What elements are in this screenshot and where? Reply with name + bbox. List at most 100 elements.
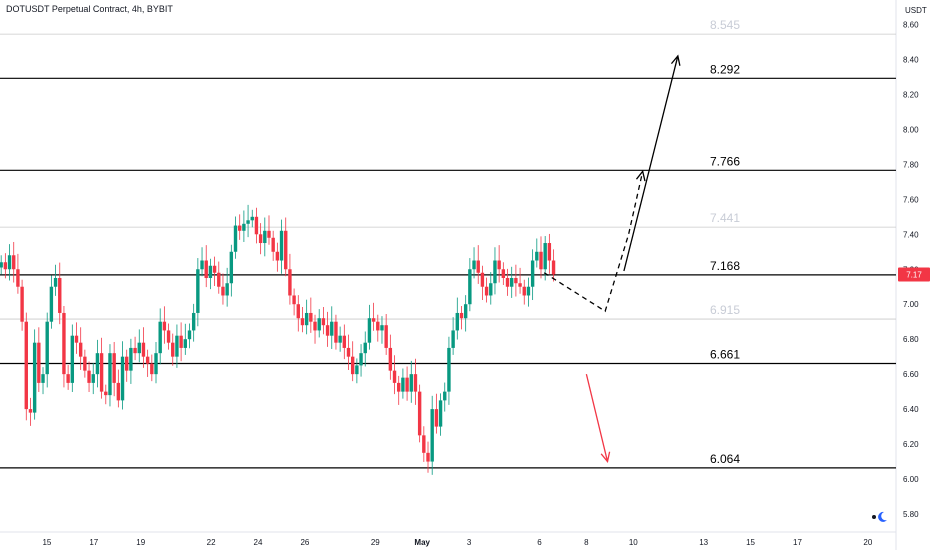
candle-body <box>187 330 192 340</box>
x-tick-label: 17 <box>89 538 98 547</box>
candle-body <box>62 312 66 375</box>
candle-body <box>242 223 246 231</box>
projection-path <box>543 171 644 313</box>
candle-body <box>258 234 263 244</box>
candle-body <box>510 277 514 287</box>
candle-body <box>451 330 455 348</box>
candle-body <box>70 335 75 383</box>
candle-body <box>463 304 468 319</box>
candle-body <box>279 230 284 261</box>
candle-body <box>87 370 91 383</box>
candle-body <box>200 260 204 270</box>
candle-body <box>447 347 451 392</box>
candle-body <box>212 265 217 273</box>
candle-body <box>20 286 24 322</box>
candle-body <box>422 435 426 453</box>
candle-body <box>49 286 54 322</box>
candle-body <box>313 321 317 331</box>
y-tick-label: 7.40 <box>903 230 919 239</box>
candle-body <box>489 283 493 296</box>
candle-body <box>392 370 397 383</box>
last-price-badge <box>898 267 930 282</box>
y-tick-label: 8.00 <box>903 125 919 134</box>
candle-body <box>518 283 522 287</box>
last-price-label: 7.17 <box>906 270 922 279</box>
x-tick-label: 3 <box>467 538 472 547</box>
x-tick-label: 15 <box>746 538 755 547</box>
candle-body <box>350 356 355 375</box>
candle-body <box>535 251 539 261</box>
candle-body <box>434 409 439 427</box>
theme-toggle-icon[interactable] <box>872 511 887 522</box>
projection-arrow <box>623 55 679 272</box>
y-tick-label: 6.60 <box>903 370 919 379</box>
candle-body <box>514 277 518 284</box>
candle-body <box>309 312 313 322</box>
candle-body <box>183 339 187 348</box>
candle-body <box>175 335 179 357</box>
level-label: 6.661 <box>710 347 740 361</box>
candle-body <box>229 251 234 284</box>
candle-body <box>166 330 171 343</box>
candle-body <box>37 342 41 383</box>
candle-body <box>66 374 70 383</box>
candle-body <box>141 342 146 357</box>
candle-body <box>267 230 271 238</box>
candle-body <box>359 353 363 366</box>
candle-body <box>58 277 62 313</box>
candle-body <box>346 347 351 357</box>
candle-body <box>459 312 464 319</box>
candle-body <box>91 374 95 383</box>
x-tick-label: 13 <box>699 538 708 547</box>
candle-body <box>95 353 100 375</box>
candle-body <box>129 347 133 371</box>
level-label: 7.168 <box>710 259 740 273</box>
y-tick-label: 7.00 <box>903 300 919 309</box>
candle-body <box>526 286 531 296</box>
candle-body <box>497 260 501 270</box>
candle-body <box>284 230 288 270</box>
candle-body <box>317 318 321 331</box>
candle-body <box>83 356 87 371</box>
candle-body <box>397 382 401 392</box>
y-tick-label: 6.40 <box>903 405 919 414</box>
candle-body <box>158 321 162 354</box>
arrowhead <box>670 54 681 66</box>
x-tick-label: 24 <box>254 538 263 547</box>
y-tick-label: 8.20 <box>903 90 919 99</box>
candle-body <box>380 325 384 331</box>
candle-body <box>145 356 150 364</box>
candle-body <box>468 269 472 305</box>
candle-body <box>204 260 208 278</box>
candle-body <box>208 265 213 278</box>
candle-body <box>342 335 347 348</box>
candle-body <box>288 269 292 296</box>
candle-body <box>455 312 460 331</box>
level-label: 7.441 <box>710 211 740 225</box>
candle-body <box>493 260 497 284</box>
candle-body <box>501 269 506 278</box>
level-label: 6.064 <box>710 452 740 466</box>
candle-body <box>12 255 16 270</box>
candle-body <box>426 452 430 462</box>
level-label: 8.545 <box>710 18 740 32</box>
candle-body <box>480 272 485 287</box>
candle-body <box>371 318 376 322</box>
candle-body <box>162 321 167 331</box>
candle-body <box>250 216 254 221</box>
candle-body <box>551 260 556 275</box>
candle-body <box>125 356 129 371</box>
candle-body <box>246 220 250 224</box>
candle-body <box>120 356 125 401</box>
y-tick-label: 8.60 <box>903 20 919 29</box>
candle-body <box>417 391 422 436</box>
candle-body <box>405 377 409 392</box>
x-tick-label: 26 <box>300 538 309 547</box>
x-tick-label: 8 <box>584 538 589 547</box>
candle-body <box>233 225 238 252</box>
candle-body <box>78 342 83 357</box>
candle-body <box>484 286 489 296</box>
candle-body <box>179 335 183 348</box>
candle-body <box>3 262 8 270</box>
